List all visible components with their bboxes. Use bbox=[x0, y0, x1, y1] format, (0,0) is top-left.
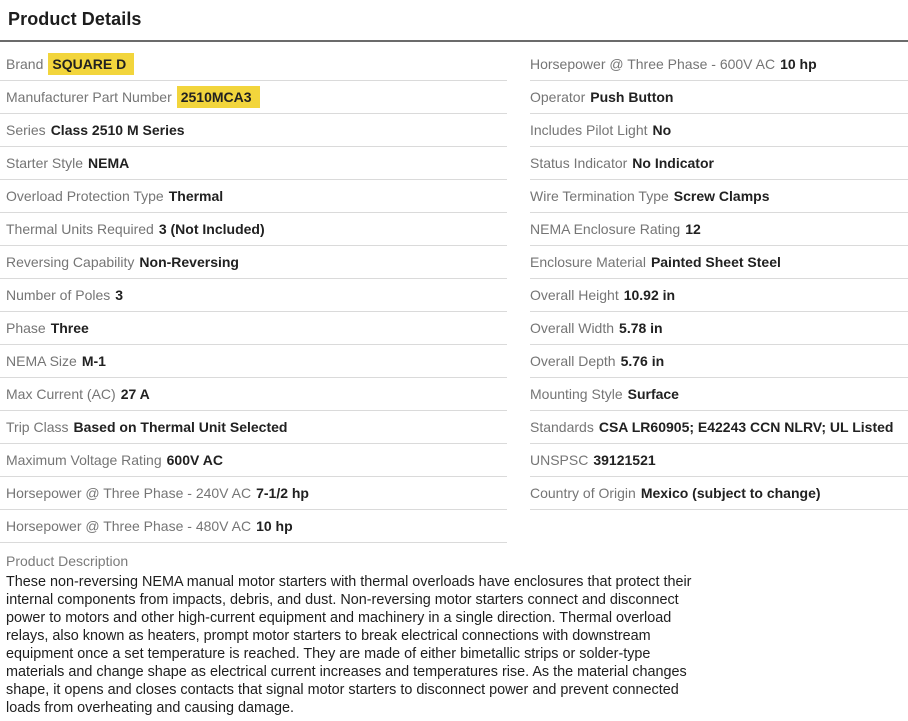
spec-label: Series bbox=[6, 122, 46, 138]
spec-label: NEMA Size bbox=[6, 353, 77, 369]
product-description-label: Product Description bbox=[6, 553, 129, 569]
spec-row: UNSPSC 39121521 bbox=[530, 444, 908, 477]
spec-row: Overall Width 5.78 in bbox=[530, 312, 908, 345]
spec-value: Class 2510 M Series bbox=[50, 122, 185, 138]
spec-value: 5.78 in bbox=[619, 320, 663, 336]
spec-value: 27 A bbox=[120, 386, 150, 402]
spec-label: Overload Protection Type bbox=[6, 188, 164, 204]
spec-row: Starter Style NEMA bbox=[0, 147, 507, 180]
panel-header: Product Details bbox=[0, 0, 908, 42]
spec-label: Number of Poles bbox=[6, 287, 111, 303]
spec-row: Status Indicator No Indicator bbox=[530, 147, 908, 180]
spec-label: Operator bbox=[530, 89, 586, 105]
spec-value: Mexico (subject to change) bbox=[640, 485, 821, 501]
spec-label: Standards bbox=[530, 419, 594, 435]
spec-row: Trip Class Based on Thermal Unit Selecte… bbox=[0, 411, 507, 444]
spec-label: Overall Height bbox=[530, 287, 619, 303]
product-description-section: Product Description These non-reversing … bbox=[0, 553, 908, 717]
spec-label: Phase bbox=[6, 320, 46, 336]
spec-value: Thermal bbox=[168, 188, 224, 204]
spec-column-right: Horsepower @ Three Phase - 600V AC 10 hp… bbox=[530, 42, 908, 543]
spec-row: Maximum Voltage Rating 600V AC bbox=[0, 444, 507, 477]
spec-row: Standards CSA LR60905; E42243 CCN NLRV; … bbox=[530, 411, 908, 444]
spec-row: Country of Origin Mexico (subject to cha… bbox=[530, 477, 908, 510]
spec-row: NEMA Size M-1 bbox=[0, 345, 507, 378]
spec-value: Based on Thermal Unit Selected bbox=[73, 419, 288, 435]
spec-row: Mounting Style Surface bbox=[530, 378, 908, 411]
spec-value: 39121521 bbox=[593, 452, 656, 468]
spec-row: Horsepower @ Three Phase - 240V AC 7-1/2… bbox=[0, 477, 507, 510]
spec-row: Phase Three bbox=[0, 312, 507, 345]
spec-row: Max Current (AC) 27 A bbox=[0, 378, 507, 411]
spec-grid: Brand SQUARE D Manufacturer Part Number … bbox=[0, 42, 908, 543]
spec-row: Reversing Capability Non-Reversing bbox=[0, 246, 507, 279]
spec-value: 2510MCA3 bbox=[176, 86, 260, 108]
spec-row: Thermal Units Required 3 (Not Included) bbox=[0, 213, 507, 246]
spec-value: 10 hp bbox=[256, 518, 293, 534]
spec-label: Status Indicator bbox=[530, 155, 628, 171]
spec-row: Manufacturer Part Number 2510MCA3 bbox=[0, 81, 507, 114]
spec-label: Max Current (AC) bbox=[6, 386, 116, 402]
spec-label: Enclosure Material bbox=[530, 254, 646, 270]
spec-label: NEMA Enclosure Rating bbox=[530, 221, 681, 237]
spec-value: Non-Reversing bbox=[139, 254, 239, 270]
spec-label: Mounting Style bbox=[530, 386, 623, 402]
spec-value: 10 hp bbox=[780, 56, 817, 72]
spec-row: Overload Protection Type Thermal bbox=[0, 180, 507, 213]
spec-row: Brand SQUARE D bbox=[0, 48, 507, 81]
spec-label: Horsepower @ Three Phase - 480V AC bbox=[6, 518, 252, 534]
spec-value: Three bbox=[50, 320, 89, 336]
spec-label: Maximum Voltage Rating bbox=[6, 452, 162, 468]
spec-label: Includes Pilot Light bbox=[530, 122, 648, 138]
spec-row: Enclosure Material Painted Sheet Steel bbox=[530, 246, 908, 279]
spec-label: UNSPSC bbox=[530, 452, 589, 468]
spec-value: No bbox=[652, 122, 672, 138]
spec-label: Overall Width bbox=[530, 320, 615, 336]
spec-label: Manufacturer Part Number bbox=[6, 89, 172, 105]
spec-row: Overall Depth 5.76 in bbox=[530, 345, 908, 378]
spec-label: Thermal Units Required bbox=[6, 221, 154, 237]
spec-value: No Indicator bbox=[632, 155, 714, 171]
spec-row: Series Class 2510 M Series bbox=[0, 114, 507, 147]
spec-value: 10.92 in bbox=[623, 287, 676, 303]
spec-row: Number of Poles 3 bbox=[0, 279, 507, 312]
spec-row: Horsepower @ Three Phase - 480V AC 10 hp bbox=[0, 510, 507, 543]
product-description-text: These non-reversing NEMA manual motor st… bbox=[6, 574, 692, 716]
spec-row: Includes Pilot Light No bbox=[530, 114, 908, 147]
spec-label: Overall Depth bbox=[530, 353, 616, 369]
spec-label: Starter Style bbox=[6, 155, 84, 171]
spec-value: Screw Clamps bbox=[673, 188, 770, 204]
spec-label: Trip Class bbox=[6, 419, 69, 435]
spec-label: Wire Termination Type bbox=[530, 188, 669, 204]
spec-value: Painted Sheet Steel bbox=[650, 254, 781, 270]
spec-row: Horsepower @ Three Phase - 600V AC 10 hp bbox=[530, 48, 908, 81]
spec-label: Reversing Capability bbox=[6, 254, 135, 270]
page-title: Product Details bbox=[8, 9, 142, 29]
spec-value: 600V AC bbox=[166, 452, 223, 468]
spec-value: 7-1/2 hp bbox=[256, 485, 309, 501]
spec-column-left: Brand SQUARE D Manufacturer Part Number … bbox=[0, 42, 507, 543]
spec-label: Country of Origin bbox=[530, 485, 636, 501]
spec-row: NEMA Enclosure Rating 12 bbox=[530, 213, 908, 246]
spec-value: CSA LR60905; E42243 CCN NLRV; UL Listed bbox=[598, 419, 894, 435]
spec-value: Push Button bbox=[590, 89, 674, 105]
spec-label: Horsepower @ Three Phase - 240V AC bbox=[6, 485, 252, 501]
spec-label: Horsepower @ Three Phase - 600V AC bbox=[530, 56, 776, 72]
spec-value: 3 (Not Included) bbox=[158, 221, 265, 237]
spec-value: NEMA bbox=[88, 155, 130, 171]
spec-row: Overall Height 10.92 in bbox=[530, 279, 908, 312]
spec-value: Surface bbox=[627, 386, 679, 402]
spec-row: Wire Termination Type Screw Clamps bbox=[530, 180, 908, 213]
spec-value: 3 bbox=[115, 287, 124, 303]
spec-value: SQUARE D bbox=[48, 53, 135, 75]
spec-value: 5.76 in bbox=[620, 353, 665, 369]
spec-row: Operator Push Button bbox=[530, 81, 908, 114]
spec-value: M-1 bbox=[81, 353, 106, 369]
spec-value: 12 bbox=[685, 221, 701, 237]
spec-label: Brand bbox=[6, 56, 44, 72]
